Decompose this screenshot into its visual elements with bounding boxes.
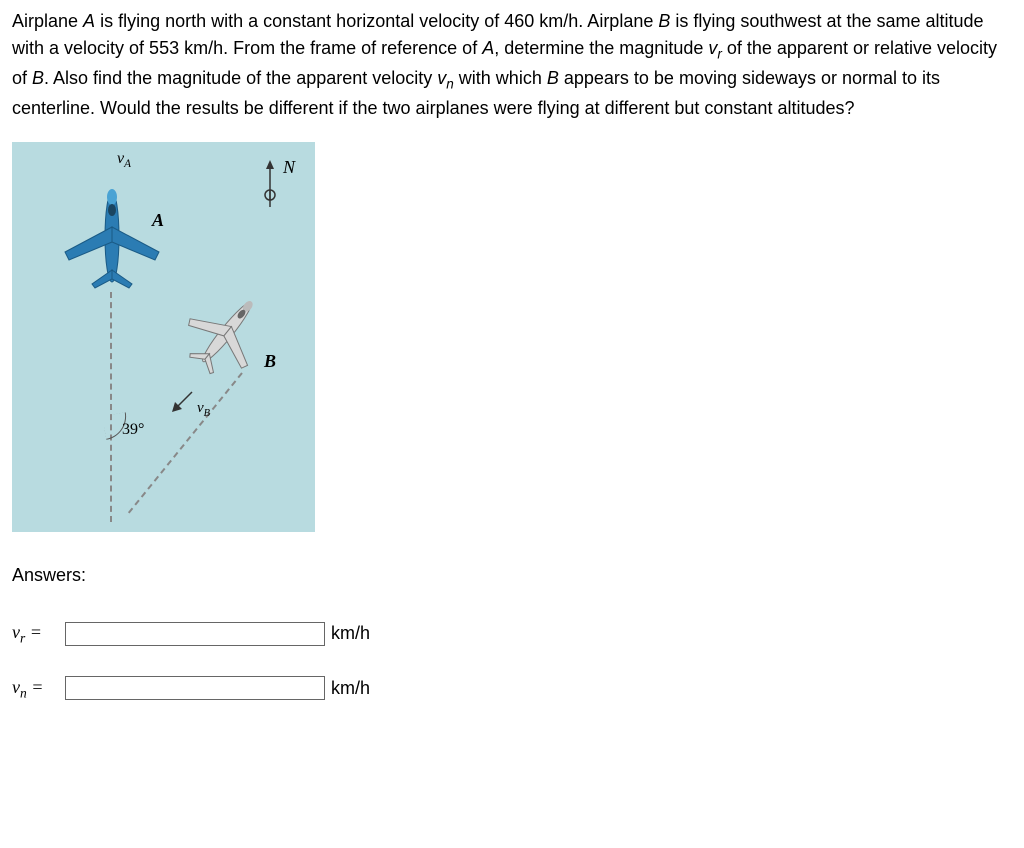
sub-n: n: [446, 76, 454, 91]
label-angle: 39°: [122, 418, 144, 442]
answer-var-vr: vr =: [12, 619, 57, 649]
airplane-b-icon: [164, 268, 291, 395]
answer-row-vn: vn = km/h: [12, 674, 1012, 704]
label-n: N: [283, 154, 295, 181]
text: . Also find the magnitude of the apparen…: [44, 68, 437, 88]
label-a: A: [152, 207, 164, 234]
var-B: B: [32, 68, 44, 88]
text: Airplane: [12, 11, 83, 31]
problem-statement: Airplane A is flying north with a consta…: [12, 8, 1012, 122]
path-line-a: [110, 292, 112, 522]
airplane-a-icon: [57, 182, 167, 292]
var-A: A: [83, 11, 95, 31]
var-B: B: [547, 68, 559, 88]
answers-label: Answers:: [12, 562, 1012, 589]
label-b: B: [264, 348, 276, 375]
unit-vr: km/h: [331, 620, 370, 647]
label-vb: vB: [197, 397, 210, 422]
compass-icon: [255, 157, 285, 212]
var-A: A: [482, 38, 494, 58]
var-vr: v: [708, 38, 717, 58]
text: with which: [454, 68, 547, 88]
diagram: vA A B vB N 39°: [12, 142, 315, 532]
text: , determine the magnitude: [494, 38, 708, 58]
answers-section: Answers: vr = km/h vn = km/h: [12, 562, 1012, 704]
label-va: vA: [117, 147, 131, 173]
answer-row-vr: vr = km/h: [12, 619, 1012, 649]
vn-input[interactable]: [65, 676, 325, 700]
var-vn: v: [437, 68, 446, 88]
var-B: B: [658, 11, 670, 31]
vr-input[interactable]: [65, 622, 325, 646]
answer-var-vn: vn =: [12, 674, 57, 704]
unit-vn: km/h: [331, 675, 370, 702]
text: is flying north with a constant horizont…: [95, 11, 658, 31]
vb-arrow-icon: [167, 387, 197, 417]
